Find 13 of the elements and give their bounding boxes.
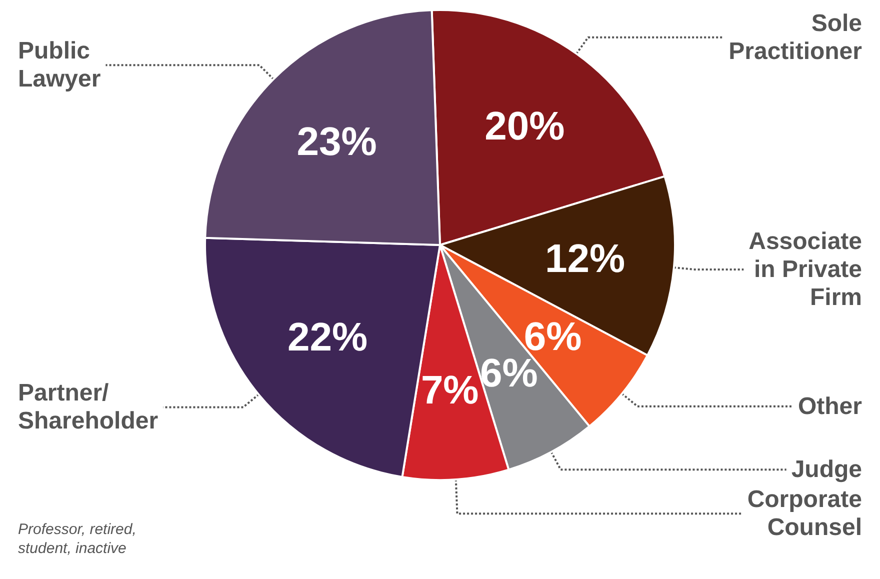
data-label: 23% [296, 120, 377, 164]
data-label: 20% [484, 104, 565, 148]
slice-label: Public Lawyer [18, 38, 101, 93]
slice-label: Other [798, 392, 862, 420]
data-label: 22% [288, 316, 368, 360]
text: Professor, retired, student, inactive [18, 521, 136, 557]
slice-label: Partner/ Shareholder [18, 380, 158, 435]
slice-label: Sole Practitioner [728, 10, 862, 65]
slice-label: Associate in Private Firm [748, 228, 862, 311]
data-label: 12% [545, 236, 626, 281]
slice-label: Judge [791, 456, 862, 484]
slice-label: Corporate Counsel [747, 486, 862, 542]
data-label: 7% [420, 368, 479, 412]
